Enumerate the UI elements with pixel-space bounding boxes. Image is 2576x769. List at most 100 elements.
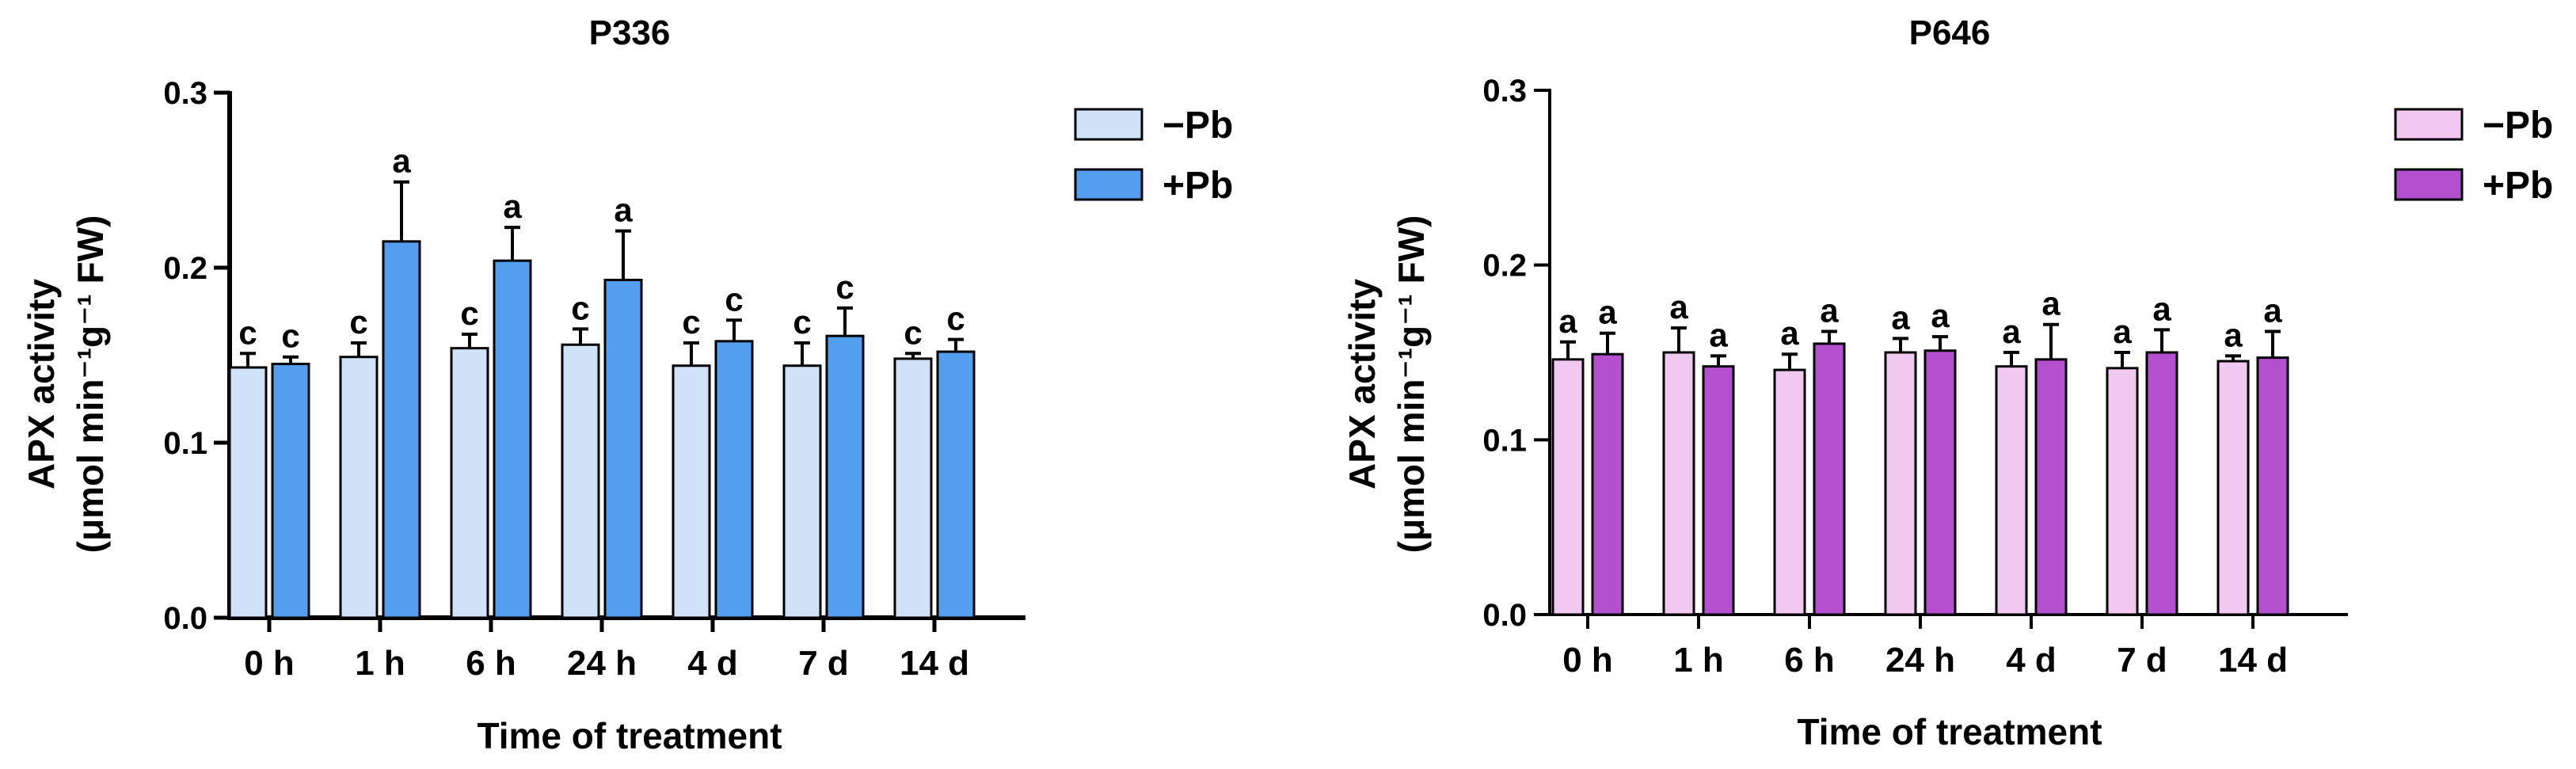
bar <box>382 240 421 619</box>
x-tick-label: 14 d <box>900 644 969 683</box>
bar <box>603 278 643 619</box>
bar <box>228 366 268 619</box>
chart-title: P646 <box>1909 13 1991 52</box>
sig-letter: c <box>281 318 299 355</box>
bar <box>782 364 822 619</box>
sig-letter: c <box>349 303 367 341</box>
x-tick-label: 24 h <box>567 644 637 683</box>
y-tick-label: 0.3 <box>1482 74 1527 108</box>
legend: −Pb +Pb <box>1074 105 1233 207</box>
sig-letter: a <box>1780 314 1799 352</box>
y-axis-label: APX activity (μmol min⁻¹g⁻¹ FW) <box>21 215 111 554</box>
bar <box>714 340 754 619</box>
x-axis-label: Time of treatment <box>477 715 782 756</box>
y-axis-label: APX activity (μmol min⁻¹g⁻¹ FW) <box>1341 215 1432 554</box>
chart-panel-p646: P646 APX activity (μmol min⁻¹g⁻¹ FW) 0.0… <box>1341 13 2553 752</box>
x-tick-label: 0 h <box>1562 641 1613 680</box>
bar <box>1591 352 1624 616</box>
y-tick-label: 0.2 <box>1482 249 1527 284</box>
x-axis-ticks: 0 h 1 h 6 h 24 h 4 d 7 d 14 d <box>244 644 969 683</box>
legend-label: −Pb <box>2483 105 2553 147</box>
bar <box>339 356 379 619</box>
x-tick-label: 4 d <box>2006 641 2057 680</box>
x-tick-label: 24 h <box>1885 641 1955 680</box>
sig-letter: a <box>503 188 522 225</box>
chart-panel-p336: P336 APX activity (μmol min⁻¹g⁻¹ FW) 0.0… <box>21 13 1233 756</box>
sig-letter: c <box>682 303 700 341</box>
x-tick-label: 1 h <box>355 644 405 683</box>
sig-letter: a <box>1891 299 1910 336</box>
sig-letter: a <box>1709 316 1728 353</box>
bar <box>2256 356 2289 616</box>
significance-letters: a a a a a a a a a a a a a a <box>1558 285 2282 354</box>
sig-letter: c <box>946 300 965 337</box>
x-tick-label: 6 h <box>1784 641 1835 680</box>
x-tick-label: 6 h <box>466 644 516 683</box>
legend-swatch <box>1074 168 1143 201</box>
sig-letter: a <box>392 143 411 180</box>
legend-label: +Pb <box>2483 165 2553 207</box>
bar <box>1773 368 1806 616</box>
legend: −Pb +Pb <box>2394 105 2553 207</box>
bar <box>271 363 310 619</box>
y-tick-label: 0.1 <box>163 426 207 461</box>
legend-label: −Pb <box>1162 105 1233 147</box>
y-axis-label-line1: APX activity <box>1341 279 1383 489</box>
sig-letter: a <box>2224 316 2243 353</box>
y-tick-label: 0.0 <box>163 601 207 636</box>
y-tick-label: 0.2 <box>163 251 207 286</box>
sig-letter: a <box>2263 292 2282 329</box>
legend-label: +Pb <box>1162 165 1233 207</box>
chart-title: P336 <box>589 13 671 52</box>
bar-marks <box>214 90 1025 632</box>
sig-letter: a <box>1931 297 1950 334</box>
sig-letter: a <box>1669 288 1688 325</box>
bar <box>1995 365 2028 616</box>
bar <box>1813 342 1846 616</box>
sig-letter: a <box>2113 313 2132 350</box>
sig-letter: a <box>1820 292 1839 329</box>
sig-letter: c <box>725 280 743 318</box>
significance-letters: c c c c c c c c a a a c c c <box>238 143 965 355</box>
x-tick-label: 7 d <box>2117 641 2167 680</box>
bar <box>672 364 711 619</box>
bar <box>936 350 976 619</box>
sig-letter: a <box>2041 285 2060 322</box>
sig-letter: a <box>2152 290 2171 327</box>
sig-letter: c <box>571 289 589 326</box>
x-tick-label: 7 d <box>798 644 849 683</box>
x-tick-label: 0 h <box>244 644 295 683</box>
x-axis-label: Time of treatment <box>1797 711 2102 752</box>
sig-letter: c <box>460 295 478 332</box>
bar <box>1923 349 1957 616</box>
y-tick-label: 0.3 <box>163 76 207 111</box>
bar <box>1551 358 1585 616</box>
legend-swatch <box>2394 168 2464 201</box>
x-tick-label: 4 d <box>687 644 738 683</box>
bar <box>561 343 600 619</box>
y-axis-ticks: 0.0 0.1 0.2 0.3 <box>163 76 207 636</box>
bar <box>2216 360 2250 616</box>
bar <box>893 357 933 619</box>
x-tick-label: 14 d <box>2218 641 2288 680</box>
y-tick-label: 0.0 <box>1482 598 1527 633</box>
sig-letter: a <box>1598 294 1617 331</box>
sig-letter: c <box>793 303 811 341</box>
legend-swatch <box>1074 108 1143 141</box>
legend-swatch <box>2394 108 2464 141</box>
y-tick-label: 0.1 <box>1482 423 1527 458</box>
sig-letter: a <box>1558 303 1577 340</box>
y-axis-label-line1: APX activity <box>21 279 62 489</box>
bar <box>2145 351 2178 616</box>
bar <box>1884 351 1917 616</box>
bar <box>2106 367 2139 616</box>
bar <box>493 259 532 619</box>
bar-marks <box>1534 89 2348 629</box>
x-tick-label: 1 h <box>1673 641 1724 680</box>
y-axis-label-line2: (μmol min⁻¹g⁻¹ FW) <box>70 215 111 554</box>
sig-letter: a <box>2002 313 2021 350</box>
y-axis-label-line2: (μmol min⁻¹g⁻¹ FW) <box>1391 215 1432 554</box>
bar <box>1662 351 1695 616</box>
sig-letter: a <box>614 192 633 229</box>
